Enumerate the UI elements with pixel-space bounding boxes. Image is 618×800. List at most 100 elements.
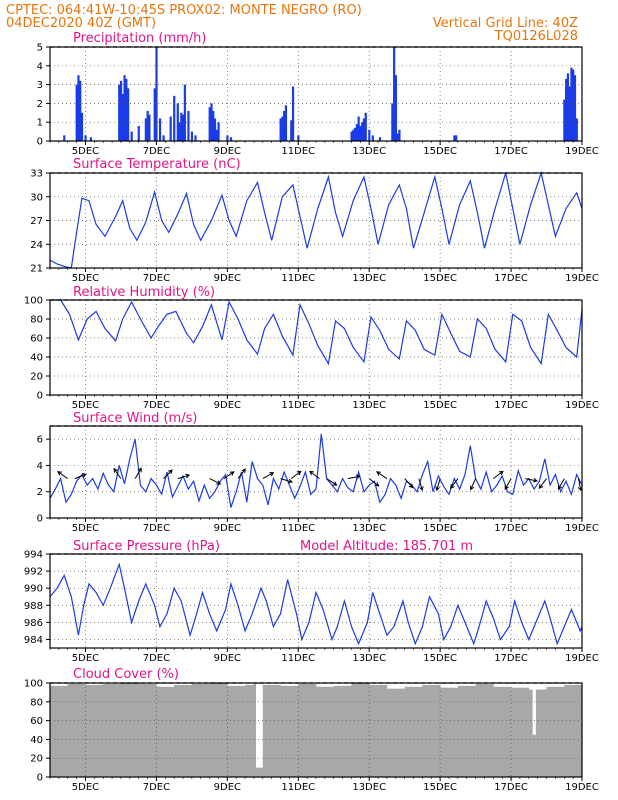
precip-bar [144, 118, 147, 141]
precip-bar [123, 75, 126, 141]
y-tick-label: 100 [24, 679, 43, 690]
precip-bar [180, 112, 183, 141]
x-tick-label: 17DEC [494, 782, 528, 793]
header-grid-line: Vertical Grid Line: 40Z [433, 16, 578, 31]
wind-arrow [280, 478, 294, 484]
cloud-cover-bar [280, 685, 299, 777]
y-tick-label: 988 [24, 601, 43, 612]
precip-bar [153, 88, 156, 141]
wind-arrow [290, 470, 302, 479]
wind-arrow [418, 478, 424, 492]
x-tick-label: 5DEC [72, 146, 99, 157]
panel-title: Surface Wind (m/s) [73, 411, 197, 426]
precip-bar [158, 118, 162, 141]
x-tick-label: 19DEC [565, 400, 599, 411]
cloud-cover-bar [457, 685, 476, 777]
x-tick-label: 19DEC [565, 782, 599, 793]
precip-bar [137, 125, 140, 141]
precip-bar [563, 99, 566, 141]
wind-arrow [493, 470, 504, 479]
precip-bar [281, 116, 284, 141]
cloud-cover-bar [138, 683, 157, 777]
x-tick-label: 9DEC [214, 400, 241, 411]
precip-bar [77, 75, 80, 141]
cloud-cover-bar [262, 684, 281, 777]
x-tick-label: 13DEC [352, 523, 386, 534]
cloud-cover-bar [511, 687, 530, 777]
precip-bar [565, 78, 568, 141]
wind-arrow [525, 478, 539, 483]
y-tick-label: 60 [30, 716, 43, 727]
cloud-cover-bar [351, 683, 370, 777]
x-tick-label: 15DEC [423, 653, 457, 664]
y-tick-label: 994 [24, 550, 43, 561]
header-date: 04DEC2020 40Z (GMT) [6, 16, 156, 31]
header-model-code: TQ0126L028 [494, 29, 578, 44]
precip-bar [291, 86, 295, 141]
x-tick-label: 5DEC [72, 400, 99, 411]
y-tick-label: 5 [37, 43, 43, 54]
wind-arrow [326, 478, 338, 486]
y-tick-label: 4 [37, 461, 43, 472]
precip-bar [173, 95, 176, 141]
precip-bar [568, 86, 571, 141]
wind-arrow [223, 471, 235, 480]
precip-bar [194, 135, 197, 141]
precip-bar [182, 114, 185, 141]
x-tick-label: 17DEC [494, 273, 528, 284]
precip-bar [190, 131, 194, 141]
cloud-cover-bar [440, 687, 459, 777]
header-location: CPTEC: 064:41W-10:45S PROX02: MONTE NEGR… [6, 3, 362, 18]
cloud-cover-bar [528, 689, 533, 777]
cloud-cover-bar [546, 686, 565, 777]
panel-title: Precipitation (mm/h) [73, 31, 206, 46]
precip-bar [162, 135, 165, 141]
precip-bar [284, 105, 288, 141]
precip-bar [355, 124, 358, 141]
cloud-cover-bar [535, 689, 547, 777]
precip-bar [394, 75, 397, 141]
precip-bar [279, 118, 282, 141]
precip-bar [155, 47, 158, 141]
wind-arrow [113, 467, 122, 479]
cloud-cover-bar [316, 686, 335, 777]
y-tick-label: 30 [30, 192, 43, 203]
y-tick-label: 6 [37, 435, 43, 446]
precip-bar [75, 84, 78, 141]
wind-arrow [209, 478, 222, 485]
cloud-cover-bar [156, 686, 175, 777]
precip-bar [297, 135, 300, 141]
x-tick-label: 11DEC [281, 400, 315, 411]
x-tick-label: 11DEC [281, 523, 315, 534]
x-tick-label: 7DEC [143, 273, 170, 284]
precip-bar [283, 110, 286, 141]
x-tick-label: 15DEC [423, 273, 457, 284]
precip-bar [79, 80, 82, 141]
cloud-cover-bar [120, 683, 139, 777]
cloud-cover-bar [50, 685, 69, 777]
y-tick-label: 80 [30, 697, 43, 708]
wind-arrow [177, 473, 191, 480]
precip-bar [217, 122, 220, 141]
wind-arrow [134, 467, 142, 479]
wind-arrow [404, 478, 414, 489]
precip-bar [378, 137, 382, 141]
wind-arrow [469, 478, 477, 491]
x-tick-label: 15DEC [423, 523, 457, 534]
x-tick-label: 7DEC [143, 400, 170, 411]
x-tick-label: 19DEC [565, 273, 599, 284]
precip-bar [371, 135, 374, 141]
precip-bar [566, 73, 570, 141]
precip-bar [362, 118, 366, 141]
precip-bar [118, 84, 121, 141]
precip-bar [80, 112, 84, 141]
precip-bar [215, 129, 218, 141]
y-tick-label: 60 [30, 334, 43, 345]
series-line [50, 299, 583, 366]
wind-arrow [262, 472, 275, 480]
y-tick-label: 3 [37, 80, 43, 91]
precip-bar [575, 118, 578, 141]
precip-bar [226, 135, 229, 141]
x-tick-label: 11DEC [281, 146, 315, 157]
